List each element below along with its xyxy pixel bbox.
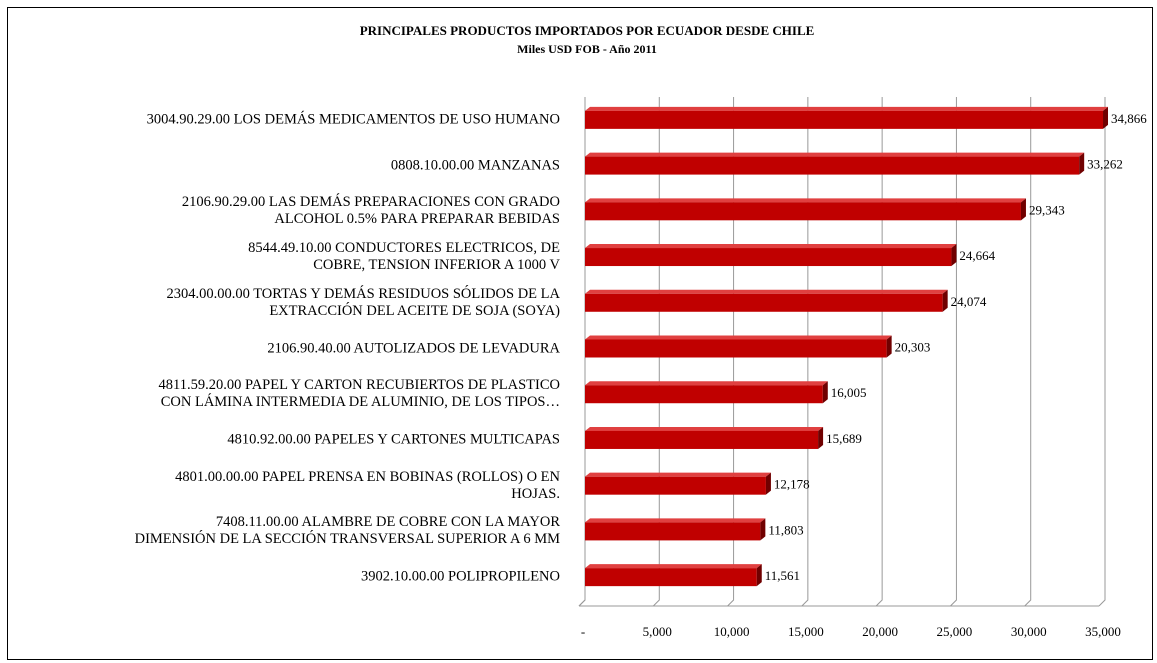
bar [585,106,1109,129]
value-label: 12,178 [774,477,810,492]
category-label: 3004.90.29.00 LOS DEMÁS MEDICAMENTOS DE … [146,111,560,128]
bar [585,381,828,404]
bar [585,198,1026,221]
grid-line [578,97,586,607]
grid-line [1098,97,1106,607]
value-label: 33,262 [1087,157,1123,172]
x-tick-label: 30,000 [1011,624,1047,639]
x-tick-label: 25,000 [937,624,973,639]
bar [585,426,824,449]
value-label: 24,074 [951,294,987,309]
category-label: 4801.00.00.00 PAPEL PRENSA EN BOBINAS (R… [175,468,560,502]
bar [585,472,771,495]
x-tick-label: 35,000 [1085,624,1121,639]
x-tick-label: 15,000 [788,624,824,639]
category-label: 4811.59.20.00 PAPEL Y CARTON RECUBIERTOS… [158,377,560,411]
value-label: 11,561 [765,568,800,583]
bar [585,564,762,587]
category-label: 7408.11.00.00 ALAMBRE DE COBRE CON LA MA… [134,514,560,548]
x-tick-label: 10,000 [714,624,750,639]
category-label: 2106.90.29.00 LAS DEMÁS PREPARACIONES CO… [181,194,560,228]
value-label: 24,664 [959,248,995,263]
category-label: 3902.10.00.00 POLIPROPILENO [361,568,560,585]
value-label: 34,866 [1111,111,1147,126]
bar [585,518,766,541]
category-label: 2106.90.40.00 AUTOLIZADOS DE LEVADURA [267,340,560,356]
category-label: 2304.00.00.00 TORTAS Y DEMÁS RESIDUOS SÓ… [166,285,560,319]
x-tick-label: 5,000 [643,624,672,639]
value-label: 20,303 [895,339,931,354]
value-label: 29,343 [1029,202,1065,217]
grid-line [1024,97,1032,607]
category-label: 8544.49.10.00 CONDUCTORES ELECTRICOS, DE… [248,240,560,274]
bar [585,335,892,358]
bar [585,289,948,312]
value-label: 11,803 [768,522,803,537]
chart-title: PRINCIPALES PRODUCTOS IMPORTADOS POR ECU… [360,23,815,38]
chart-subtitle: Miles USD FOB - Año 2011 [517,42,657,56]
frame [7,7,1153,660]
value-label: 16,005 [831,385,867,400]
category-label: 4810.92.00.00 PAPELES Y CARTONES MULTICA… [227,431,560,448]
grid-line [950,97,957,607]
bar [585,244,957,267]
x-tick-label: 20,000 [862,624,898,639]
axis-wall [578,97,586,607]
category-label: 0808.10.00.00 MANZANAS [390,157,560,174]
value-label: 15,689 [826,431,862,446]
x-tick-label: - [581,624,585,639]
bar [585,152,1085,175]
